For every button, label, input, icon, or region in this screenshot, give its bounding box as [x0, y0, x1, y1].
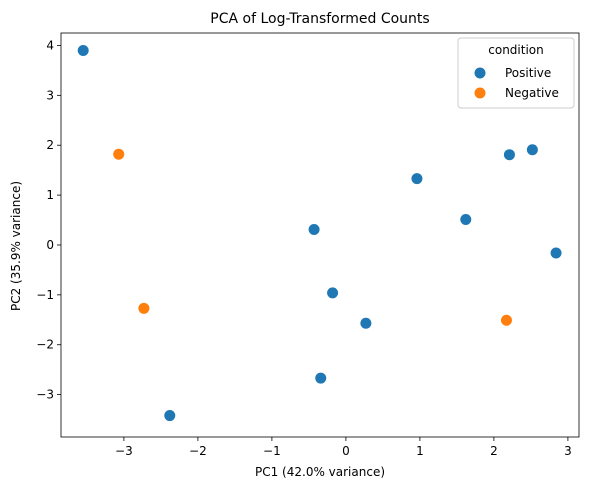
plot-frame — [60, 32, 580, 438]
legend: condition Positive Negative — [457, 37, 575, 109]
data-point-positive — [550, 247, 562, 259]
data-point-positive — [411, 173, 423, 185]
legend-label-negative: Negative — [505, 86, 559, 100]
legend-marker-positive — [474, 67, 486, 79]
x-tick-label: −2 — [189, 444, 207, 458]
data-point-positive — [503, 149, 515, 161]
data-point-positive — [308, 224, 320, 236]
x-tick-label: −3 — [115, 444, 133, 458]
data-point-positive — [360, 317, 372, 329]
plot-area — [60, 32, 580, 438]
data-point-positive — [327, 287, 339, 299]
x-tick-label: 0 — [342, 444, 350, 458]
x-axis-label: PC1 (42.0% variance) — [255, 465, 385, 479]
data-point-negative — [500, 314, 512, 326]
data-point-positive — [164, 410, 176, 422]
x-tick-label: 1 — [416, 444, 424, 458]
x-tick-label: 2 — [490, 444, 498, 458]
data-point-positive — [526, 144, 538, 156]
legend-marker-negative — [474, 87, 486, 99]
y-tick-label: 1 — [46, 188, 54, 202]
data-point-positive — [77, 44, 89, 56]
y-tick-label: −3 — [36, 388, 54, 402]
x-tick-label: 3 — [564, 444, 572, 458]
data-point-negative — [113, 148, 125, 160]
x-tick-label: −1 — [263, 444, 281, 458]
y-axis-label: PC2 (35.9% variance) — [9, 181, 23, 311]
chart-title: PCA of Log-Transformed Counts — [210, 11, 429, 27]
y-tick-label: −1 — [36, 288, 54, 302]
legend-label-positive: Positive — [505, 66, 551, 80]
y-axis: −3 −2 −1 0 1 2 3 4 — [36, 38, 61, 402]
y-tick-label: 0 — [46, 238, 54, 252]
legend-title: condition — [488, 43, 543, 57]
data-points — [77, 44, 562, 422]
y-tick-label: 3 — [46, 88, 54, 102]
legend-frame — [457, 37, 575, 109]
data-point-positive — [460, 214, 472, 226]
x-axis: −3 −2 −1 0 1 2 3 — [115, 437, 572, 458]
legend-items: Positive Negative — [474, 66, 559, 100]
data-point-positive — [315, 372, 327, 384]
y-tick-label: 2 — [46, 138, 54, 152]
y-tick-label: −2 — [36, 338, 54, 352]
y-tick-label: 4 — [46, 38, 54, 52]
data-point-negative — [138, 302, 150, 314]
